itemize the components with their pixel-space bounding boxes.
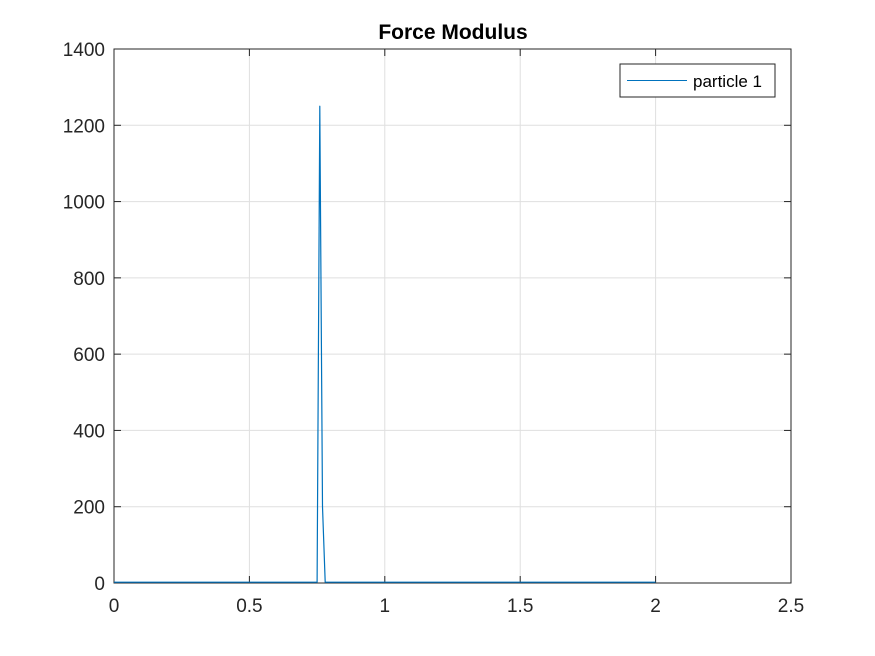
y-tick-label: 0 (94, 574, 105, 595)
y-tick-label: 1400 (63, 40, 105, 61)
axis-ticks: 0 0.5 1 1.5 2 2.5 0 200 400 600 800 1000 1200 1400 (63, 40, 804, 617)
y-tick-label: 400 (73, 421, 105, 442)
y-tick-label: 1200 (63, 116, 105, 137)
x-tick-label: 0 (109, 596, 120, 617)
x-tick-label: 2.5 (778, 596, 804, 617)
plot-area (113, 48, 792, 584)
y-tick-label: 800 (73, 269, 105, 290)
grid (113, 48, 792, 584)
x-tick-label: 1.5 (507, 596, 533, 617)
series-group (114, 105, 656, 583)
series-line-1 (114, 105, 656, 583)
x-tick-label: 2 (650, 596, 661, 617)
chart-title: Force Modulus (378, 21, 527, 44)
y-tick-label: 200 (73, 498, 105, 519)
x-tick-label: 1 (380, 596, 391, 617)
y-tick-label: 600 (73, 345, 105, 366)
x-tick-label: 0.5 (236, 596, 262, 617)
y-tick-label: 1000 (63, 193, 105, 214)
legend-label-particle-1: particle 1 (693, 72, 762, 91)
legend: particle 1 (619, 63, 776, 98)
